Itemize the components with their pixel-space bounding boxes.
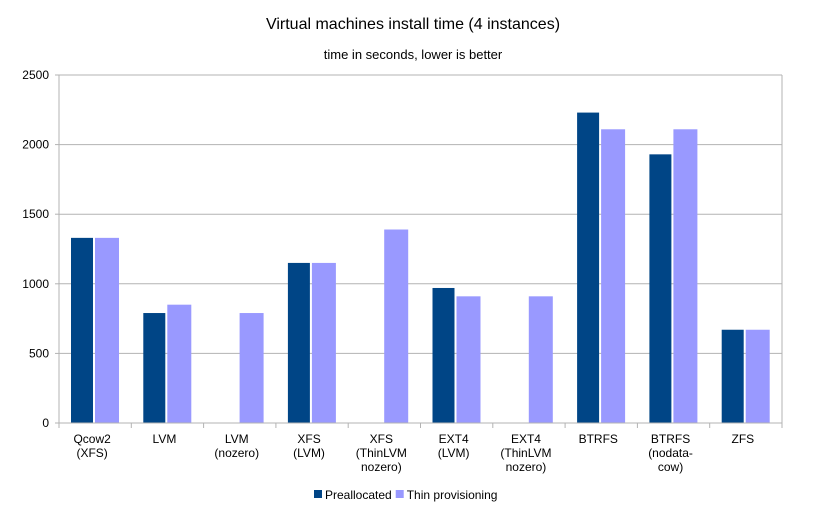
x-tick-label-line: EXT4 bbox=[439, 432, 469, 446]
x-tick-label: Qcow2 (XFS) bbox=[73, 432, 111, 460]
x-tick-label: BTRFS (nodata-cow) bbox=[648, 432, 693, 474]
bar-preallocated bbox=[432, 287, 455, 423]
x-tick-label: LVM (nozero) bbox=[214, 432, 259, 460]
y-tick-label: 1000 bbox=[22, 277, 49, 291]
x-tick-label-line: (nodata- bbox=[648, 446, 693, 460]
x-tick-label-line: (nozero) bbox=[214, 446, 259, 460]
x-tick-label-line: XFS bbox=[297, 432, 320, 446]
x-tick-label: EXT4 (LVM) bbox=[438, 432, 470, 460]
bar-thin-provisioning bbox=[167, 304, 192, 423]
x-tick-label-line: (XFS) bbox=[76, 446, 107, 460]
bar-thin-provisioning bbox=[745, 329, 770, 423]
x-tick-label-line: nozero) bbox=[361, 460, 402, 474]
bar-thin-provisioning bbox=[311, 262, 336, 423]
x-tick-label-line: nozero) bbox=[506, 460, 547, 474]
x-tick-label-line: BTRFS bbox=[651, 432, 690, 446]
x-tick-label-line: (LVM) bbox=[293, 446, 325, 460]
bar-thin-provisioning bbox=[673, 129, 698, 423]
x-tick-label-line: LVM bbox=[153, 432, 177, 446]
x-tick-label-line: ZFS bbox=[732, 432, 755, 446]
bar-thin-provisioning bbox=[601, 129, 626, 423]
bar-thin-provisioning bbox=[456, 296, 481, 423]
x-tick-label-line: cow) bbox=[658, 460, 683, 474]
legend-label: Preallocated bbox=[325, 488, 392, 502]
y-tick-label: 2500 bbox=[22, 68, 49, 82]
bar-preallocated bbox=[577, 112, 600, 424]
bar-thin-provisioning bbox=[384, 229, 409, 423]
y-tick-label: 500 bbox=[29, 346, 49, 360]
bar-preallocated bbox=[143, 313, 166, 423]
bar-preallocated bbox=[287, 262, 310, 423]
legend-label: Thin provisioning bbox=[407, 488, 498, 502]
bar-preallocated bbox=[721, 329, 744, 423]
chart-subtitle: time in seconds, lower is better bbox=[324, 47, 503, 62]
x-tick-label: XFS (LVM) bbox=[293, 432, 325, 460]
y-tick-label: 2000 bbox=[22, 138, 49, 152]
x-tick-label: EXT4 (ThinLVM nozero) bbox=[500, 432, 551, 474]
bar-preallocated bbox=[649, 154, 672, 423]
x-tick-label: ZFS bbox=[732, 432, 755, 446]
y-tick-label: 0 bbox=[42, 416, 49, 430]
bar-thin-provisioning bbox=[95, 237, 119, 423]
x-tick-label-line: Qcow2 bbox=[73, 432, 111, 446]
bar-thin-provisioning bbox=[528, 296, 553, 423]
x-tick-label: LVM bbox=[153, 432, 177, 446]
x-tick-label-line: EXT4 bbox=[511, 432, 541, 446]
y-tick-label: 1500 bbox=[22, 207, 49, 221]
legend-swatch bbox=[314, 490, 322, 498]
x-tick-label: XFS (ThinLVM nozero) bbox=[356, 432, 407, 474]
x-tick-label-line: XFS bbox=[370, 432, 393, 446]
x-tick-label: BTRFS bbox=[579, 432, 618, 446]
x-tick-label-line: LVM bbox=[225, 432, 249, 446]
bar-preallocated bbox=[71, 237, 93, 423]
x-tick-label-line: BTRFS bbox=[579, 432, 618, 446]
legend-swatch bbox=[395, 490, 404, 498]
bar-thin-provisioning bbox=[239, 313, 264, 423]
x-tick-label-line: (LVM) bbox=[438, 446, 470, 460]
x-tick-label-line: (ThinLVM bbox=[356, 446, 407, 460]
x-tick-label-line: (ThinLVM bbox=[500, 446, 551, 460]
chart-title: Virtual machines install time (4 instanc… bbox=[266, 16, 560, 33]
